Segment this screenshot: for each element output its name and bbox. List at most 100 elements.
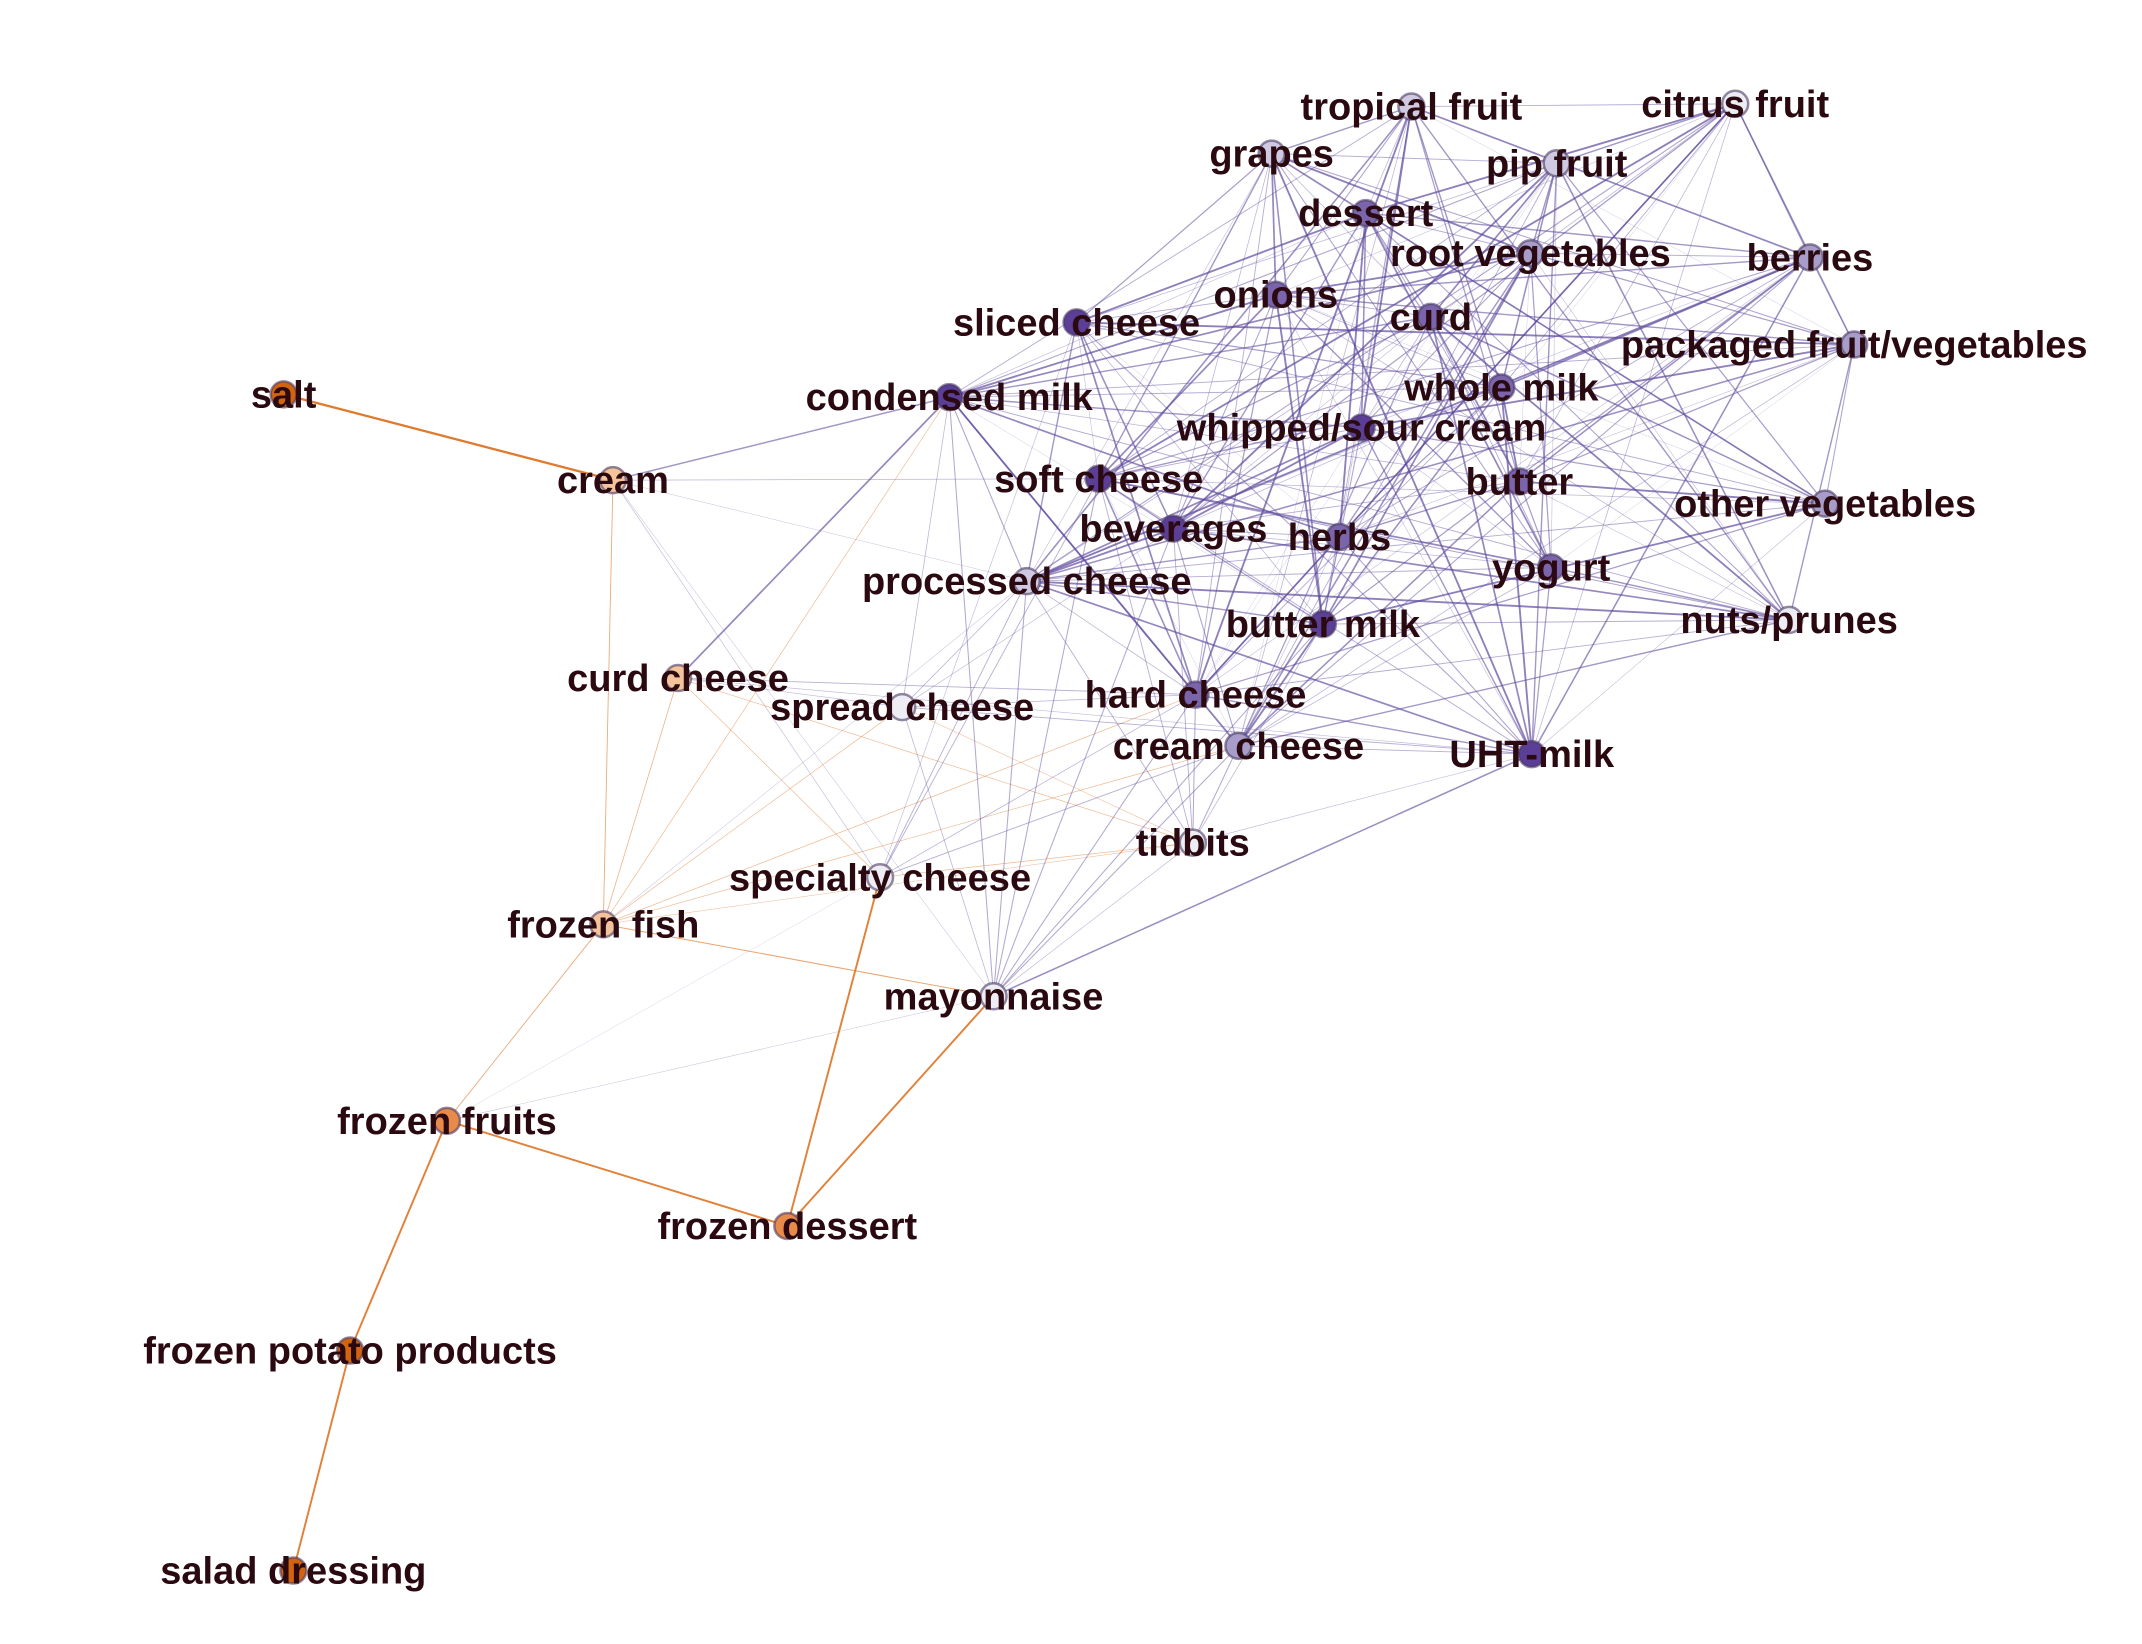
node-salad_dressing[interactable] bbox=[279, 1556, 308, 1585]
node-hard_cheese[interactable] bbox=[1181, 680, 1210, 709]
edge-sliced_cheese-uht_milk bbox=[1076, 322, 1533, 755]
edge-citrus_fruit-whole_milk bbox=[1500, 103, 1736, 388]
edge-condensed_milk-whole_milk bbox=[949, 386, 1502, 398]
node-yogurt[interactable] bbox=[1536, 553, 1566, 582]
node-citrus_fruit[interactable] bbox=[1720, 89, 1750, 119]
edge-pip_fruit-whipped_sour_cream bbox=[1361, 163, 1557, 428]
node-label-spread_cheese: spread cheese bbox=[770, 687, 1034, 729]
node-grapes[interactable] bbox=[1257, 139, 1286, 168]
edge-grapes-processed_cheese bbox=[1026, 153, 1272, 582]
node-label-onions: onions bbox=[1214, 275, 1339, 317]
edge-packaged_fruit-other_vegetables bbox=[1824, 344, 1855, 504]
edge-frozen_fish-cream_cheese bbox=[603, 745, 1239, 925]
node-frozen_fruits[interactable] bbox=[432, 1106, 462, 1136]
edge-mayonnaise-hard_cheese bbox=[993, 694, 1196, 997]
node-cream[interactable] bbox=[598, 465, 628, 495]
edge-condensed_milk-butter bbox=[949, 396, 1520, 482]
node-label-soft_cheese: soft cheese bbox=[994, 459, 1203, 501]
node-beverages[interactable] bbox=[1159, 514, 1188, 543]
node-butter_milk[interactable] bbox=[1308, 609, 1338, 639]
edge-pip_fruit-other_vegetables bbox=[1556, 162, 1826, 505]
node-label-butter_milk: butter milk bbox=[1226, 604, 1421, 646]
edge-yogurt-cream_cheese bbox=[1238, 566, 1552, 747]
edge-tropical_fruit-berries bbox=[1411, 105, 1811, 259]
edge-herbs-cream_cheese bbox=[1238, 536, 1340, 746]
edge-mayonnaise-frozen_dessert bbox=[786, 995, 995, 1227]
node-label-tropical_fruit: tropical fruit bbox=[1301, 87, 1523, 129]
node-label-sliced_cheese: sliced cheese bbox=[953, 302, 1200, 344]
node-curd[interactable] bbox=[1416, 302, 1446, 332]
edge-packaged_fruit-butter bbox=[1519, 343, 1855, 483]
edge-butter-yogurt bbox=[1518, 481, 1552, 568]
node-specialty_cheese[interactable] bbox=[865, 863, 895, 892]
edge-grapes-pip_fruit bbox=[1271, 153, 1557, 164]
node-processed_cheese[interactable] bbox=[1012, 566, 1041, 596]
node-curd_cheese[interactable] bbox=[663, 663, 693, 693]
edge-whole_milk-soft_cheese bbox=[1098, 386, 1502, 480]
edge-pip_fruit-sliced_cheese bbox=[1076, 162, 1557, 323]
edge-condensed_milk-whipped_sour_cream bbox=[949, 396, 1362, 429]
edge-berries-cream_cheese bbox=[1238, 256, 1811, 747]
node-root_vegetables[interactable] bbox=[1516, 238, 1545, 268]
node-pip_fruit[interactable] bbox=[1542, 149, 1571, 178]
node-nuts_prunes[interactable] bbox=[1774, 605, 1804, 635]
edge-herbs-processed_cheese bbox=[1026, 536, 1340, 582]
edge-frozen_fruits-frozen_dessert bbox=[446, 1119, 788, 1227]
node-frozen_potato_products[interactable] bbox=[335, 1336, 365, 1365]
node-uht_milk[interactable] bbox=[1517, 739, 1547, 769]
edge-pip_fruit-beverages bbox=[1172, 162, 1558, 530]
node-onions[interactable] bbox=[1261, 280, 1291, 309]
edge-root_vegetables-packaged_fruit bbox=[1530, 252, 1855, 346]
node-herbs[interactable] bbox=[1325, 522, 1354, 552]
edge-mayonnaise-spread_cheese bbox=[901, 706, 994, 997]
edge-cream-specialty_cheese bbox=[612, 479, 881, 878]
node-spread_cheese[interactable] bbox=[887, 692, 917, 722]
edge-frozen_fish-mayonnaise bbox=[603, 923, 994, 997]
edge-cream_cheese-uht_milk bbox=[1238, 745, 1532, 755]
edge-dessert-whipped_sour_cream bbox=[1360, 213, 1367, 428]
node-salt[interactable] bbox=[269, 380, 298, 409]
node-butter[interactable] bbox=[1505, 467, 1534, 496]
node-whole_milk[interactable] bbox=[1487, 373, 1516, 402]
edge-butter-cream_cheese bbox=[1237, 480, 1520, 747]
edge-butter_milk-nuts_prunes bbox=[1322, 619, 1790, 625]
edge-condensed_milk-butter_milk bbox=[949, 396, 1323, 625]
edge-processed_cheese-nuts_prunes bbox=[1026, 580, 1790, 621]
node-label-frozen_dessert: frozen dessert bbox=[657, 1206, 917, 1248]
node-whipped_sour_cream[interactable] bbox=[1347, 413, 1376, 442]
node-berries[interactable] bbox=[1795, 243, 1825, 272]
edge-nuts_prunes-cream_cheese bbox=[1238, 619, 1790, 747]
edge-curd-soft_cheese bbox=[1098, 316, 1432, 480]
node-condensed_milk[interactable] bbox=[934, 382, 964, 412]
node-sliced_cheese[interactable] bbox=[1062, 308, 1091, 337]
node-tropical_fruit[interactable] bbox=[1397, 92, 1426, 121]
edge-frozen_fish-condensed_milk bbox=[603, 396, 950, 925]
node-frozen_dessert[interactable] bbox=[773, 1211, 802, 1241]
node-label-dessert: dessert bbox=[1298, 193, 1434, 235]
node-label-salt: salt bbox=[251, 374, 317, 416]
edge-whipped_sour_cream-yogurt bbox=[1361, 427, 1552, 568]
node-mayonnaise[interactable] bbox=[979, 982, 1008, 1011]
node-other_vegetables[interactable] bbox=[1810, 489, 1840, 518]
edge-tidbits-uht_milk bbox=[1192, 753, 1532, 844]
edge-mayonnaise-tidbits bbox=[993, 842, 1193, 997]
node-label-packaged_fruit: packaged fruit/vegetables bbox=[1621, 325, 2088, 367]
edge-onions-soft_cheese bbox=[1098, 294, 1277, 480]
edge-root_vegetables-processed_cheese bbox=[1026, 252, 1531, 582]
node-label-nuts_prunes: nuts/prunes bbox=[1680, 600, 1897, 642]
edge-curd-condensed_milk bbox=[949, 316, 1431, 398]
node-tidbits[interactable] bbox=[1178, 828, 1208, 857]
edge-citrus_fruit-beverages bbox=[1173, 103, 1736, 530]
node-dessert[interactable] bbox=[1351, 198, 1380, 228]
edge-beverages-cream_cheese bbox=[1172, 528, 1239, 746]
node-soft_cheese[interactable] bbox=[1084, 464, 1113, 494]
edge-pip_fruit-nuts_prunes bbox=[1555, 162, 1790, 621]
node-frozen_fish[interactable] bbox=[589, 910, 618, 939]
edge-onions-curd bbox=[1275, 294, 1431, 318]
edge-dessert-berries bbox=[1365, 212, 1810, 259]
edge-curd-whipped_sour_cream bbox=[1361, 316, 1432, 428]
node-label-butter: butter bbox=[1465, 462, 1573, 504]
node-packaged_fruit[interactable] bbox=[1839, 330, 1869, 359]
node-cream_cheese[interactable] bbox=[1224, 731, 1253, 761]
